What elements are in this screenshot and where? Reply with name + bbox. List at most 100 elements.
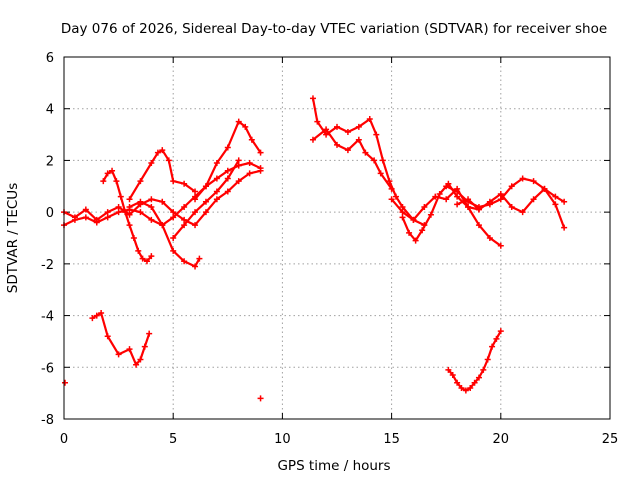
data-point: [410, 216, 417, 223]
data-point: [377, 170, 384, 177]
data-point: [334, 141, 340, 148]
data-point: [454, 193, 461, 200]
x-tick-label: 0: [60, 432, 68, 447]
data-point: [497, 191, 504, 198]
y-tick-label: 4: [46, 103, 54, 118]
data-point: [489, 343, 496, 350]
data-point: [148, 160, 155, 167]
data-point: [104, 170, 111, 177]
data-point: [196, 255, 203, 262]
data-point: [388, 196, 395, 203]
data-point: [399, 203, 406, 210]
data-point: [109, 167, 116, 174]
data-point: [137, 198, 144, 205]
data-point: [235, 178, 242, 185]
data-point: [242, 123, 249, 130]
data-point: [530, 178, 537, 185]
x-tick-labels: 0 5 10 15 20 25: [60, 432, 618, 447]
series-arc-l: [401, 182, 481, 242]
data-point: [159, 198, 166, 205]
data-point: [224, 188, 231, 195]
axis-ticks: [63, 56, 611, 420]
data-point: [82, 214, 89, 221]
data-point: [181, 216, 188, 223]
data-point: [552, 193, 559, 200]
data-point: [137, 356, 144, 363]
chart-title: Day 076 of 2026, Sidereal Day-to-day VTE…: [61, 21, 607, 37]
series-arc-h: [91, 311, 151, 366]
data-point: [82, 206, 89, 213]
grid: [64, 57, 610, 419]
data-point: [467, 384, 474, 391]
data-point: [246, 160, 253, 167]
data-point: [224, 167, 231, 174]
data-point: [126, 222, 133, 229]
data-point: [497, 196, 504, 203]
data-point: [371, 157, 378, 164]
y-tick-label: 0: [46, 206, 54, 221]
data-point: [148, 203, 155, 210]
data-point: [148, 216, 155, 223]
data-point: [475, 222, 482, 229]
data-point: [104, 209, 111, 216]
data-point: [475, 374, 482, 381]
data-point: [89, 315, 96, 322]
y-tick-labels: -8 -6 -4 -2 0 2 4 6: [41, 51, 54, 428]
data-point: [309, 95, 316, 102]
data-point: [471, 379, 478, 386]
data-point: [170, 214, 177, 221]
data-series: [61, 95, 568, 402]
series-arc-a: [62, 169, 262, 227]
data-point: [224, 144, 231, 151]
x-axis-label: GPS time / hours: [277, 458, 390, 474]
data-point: [235, 118, 242, 125]
data-point: [93, 312, 100, 319]
data-point: [373, 131, 380, 138]
data-point: [248, 136, 255, 143]
series-arc-f: [193, 120, 262, 201]
data-point: [508, 203, 515, 210]
data-point: [552, 201, 559, 208]
data-point: [334, 123, 340, 130]
data-point: [257, 165, 264, 172]
data-point: [192, 209, 199, 216]
data-point: [130, 235, 137, 241]
data-point: [143, 258, 150, 265]
data-point: [419, 227, 426, 234]
data-point: [137, 209, 144, 216]
data-point: [192, 188, 199, 195]
data-point: [165, 157, 172, 164]
x-tick-label: 10: [274, 432, 291, 447]
data-point: [181, 180, 188, 187]
data-point: [192, 196, 199, 203]
data-point: [115, 209, 122, 216]
data-point: [202, 183, 209, 190]
data-point: [493, 335, 500, 342]
data-point: [399, 214, 406, 221]
series-arc-e: [128, 200, 201, 268]
data-point: [135, 247, 142, 254]
data-point: [530, 196, 537, 203]
data-point: [126, 346, 133, 353]
data-point: [113, 178, 120, 185]
x-tick-label: 25: [602, 432, 619, 447]
data-point: [443, 183, 450, 190]
data-point: [497, 328, 504, 335]
data-point: [462, 387, 469, 394]
data-point: [432, 193, 439, 200]
data-point: [170, 209, 177, 216]
data-point: [115, 203, 122, 210]
data-point: [355, 123, 362, 130]
data-point: [213, 160, 220, 167]
data-point: [159, 222, 166, 229]
data-point: [561, 198, 568, 205]
data-point: [170, 247, 177, 254]
data-point: [443, 196, 450, 203]
data-point: [519, 209, 526, 216]
y-tick-label: 6: [46, 51, 54, 66]
x-tick-label: 5: [169, 432, 177, 447]
y-tick-label: -4: [41, 310, 54, 325]
data-point: [454, 201, 461, 208]
data-point: [314, 118, 321, 125]
data-point: [484, 356, 491, 363]
